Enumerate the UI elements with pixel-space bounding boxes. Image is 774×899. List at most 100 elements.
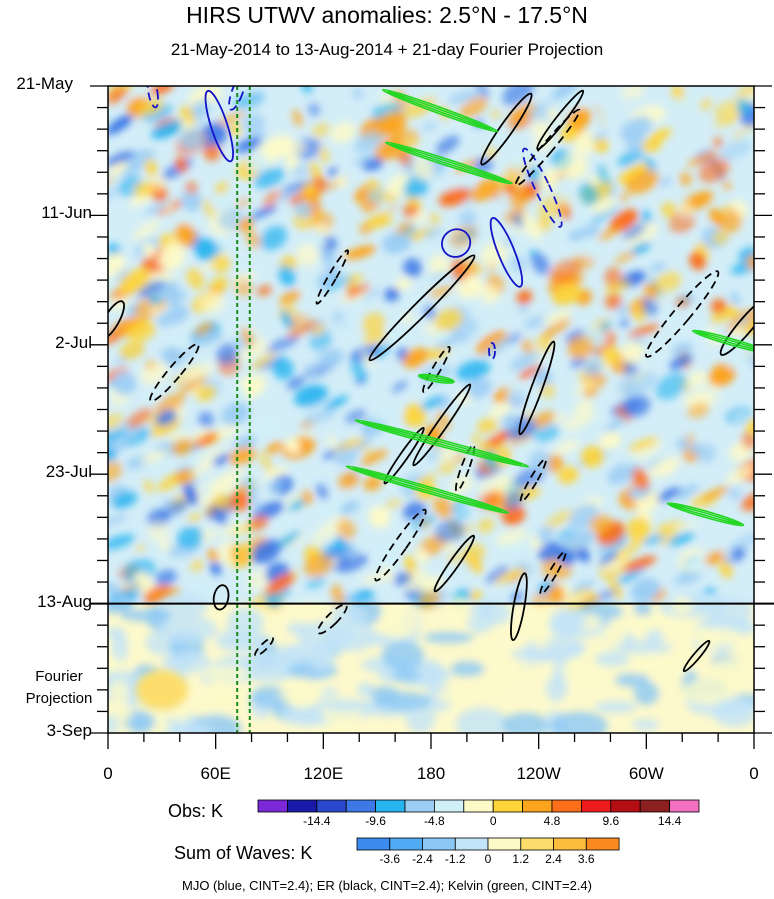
anomaly-blob [552,284,582,306]
anomaly-blob [555,150,588,177]
anomaly-blob [394,278,412,290]
anomaly-blob [495,192,510,215]
anomaly-blob [616,304,630,318]
obs-colorbar-swatch [345,799,377,813]
anomaly-blob [671,235,698,249]
anomaly-blob [336,553,368,573]
x-tick-label: 120W [516,764,561,783]
anomaly-blob [713,137,723,148]
x-tick-label: 180 [416,764,446,783]
anomaly-blob [316,483,329,501]
anomaly-blob [570,356,586,369]
anomaly-blob [630,578,661,602]
anomaly-blob [328,167,338,177]
anomaly-field [108,86,754,733]
x-tick-label: 60W [628,764,664,783]
anomaly-blob [138,98,164,116]
projection-blob [111,631,128,664]
anomaly-blob [352,88,364,100]
anomaly-blob [285,437,300,454]
anomaly-blob [180,189,202,212]
anomaly-blob [189,463,212,478]
projection-blob [500,660,537,679]
anomaly-blob [503,416,517,430]
anomaly-blob [736,98,752,116]
obs-colorbar-swatch [404,799,435,813]
anomaly-blob [230,544,247,566]
anomaly-blob [419,472,437,485]
anomaly-blob [241,327,254,348]
anomaly-blob [108,86,128,105]
anomaly-blob [641,210,652,223]
er-contour [539,550,567,596]
anomaly-blob [169,291,189,302]
anomaly-blob [247,153,270,172]
anomaly-blob [393,571,412,586]
anomaly-blob [294,384,328,408]
obs-anomaly-blobs [108,86,754,615]
anomaly-blob [542,310,573,324]
projection-blob [391,669,421,683]
anomaly-blob [183,483,199,506]
anomaly-blob [108,413,125,433]
anomaly-blob [360,572,391,584]
anomaly-blob [642,137,663,153]
anomaly-blob [513,440,536,453]
anomaly-blob [574,142,585,152]
anomaly-blob [214,423,240,440]
anomaly-blob [673,571,702,586]
anomaly-blob [501,490,524,510]
projection-blob [671,596,693,615]
waves-colorbar-swatch [422,837,456,851]
anomaly-blob [557,466,579,485]
anomaly-blob [315,348,338,372]
anomaly-blob [216,343,239,365]
projection-blob [372,691,432,711]
anomaly-blob [589,206,619,224]
er-contour [316,603,348,635]
anomaly-blob [427,344,451,360]
waves-colorbar-tick-label: 0 [484,852,492,866]
anomaly-blob [458,209,477,228]
anomaly-blob [438,187,471,207]
anomaly-blob [668,211,695,235]
projection-blob [294,603,329,616]
anomaly-blob [214,181,230,195]
er-contour [519,458,547,503]
anomaly-blob [624,459,634,468]
anomaly-blob [288,532,305,546]
anomaly-blob [242,112,265,136]
anomaly-blob [266,335,300,353]
anomaly-blob [698,157,730,183]
projection-blob [614,673,651,687]
er-contour [374,508,427,582]
obs-colorbar-swatch [581,799,612,813]
anomaly-blob [687,150,719,167]
anomaly-blob [599,431,622,450]
anomaly-blob [411,442,434,456]
anomaly-blob [112,491,138,509]
waves-colorbar-tick-label: 2.4 [545,852,562,866]
anomaly-blob [428,212,441,226]
anomaly-blob [421,121,438,132]
anomaly-blob [528,101,556,125]
anomaly-blob [649,107,667,122]
anomaly-blob [621,86,645,100]
kelvin-contour [666,502,745,527]
anomaly-blob [384,287,400,302]
obs-colorbar-tick-label: -14.4 [303,814,331,828]
waves-colorbar-tick-label: -3.6 [379,852,401,866]
anomaly-blob [149,86,174,95]
anomaly-blob [711,230,729,245]
anomaly-blob [292,109,303,127]
anomaly-blob [136,544,145,552]
projection-blob [682,678,739,705]
anomaly-blob [148,521,169,544]
anomaly-blob [447,89,483,104]
anomaly-blob [403,347,429,369]
anomaly-blob [350,360,367,381]
anomaly-blob [518,304,530,313]
anomaly-blob [393,434,417,446]
y-tick-label: 23-Jul [45,462,92,482]
